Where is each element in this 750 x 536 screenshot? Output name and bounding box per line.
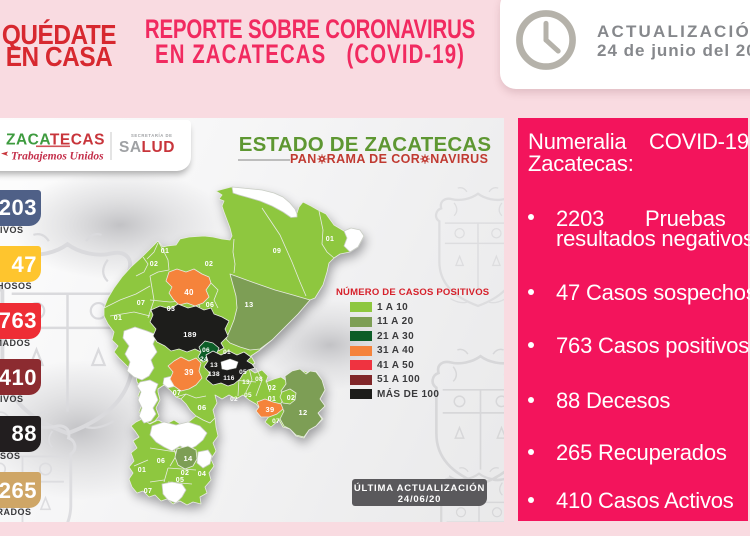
svg-text:07: 07 <box>173 390 181 397</box>
svg-text:14: 14 <box>184 454 193 463</box>
svg-text:39: 39 <box>266 405 275 414</box>
svg-text:06: 06 <box>202 347 210 354</box>
svg-text:39: 39 <box>184 368 194 377</box>
svg-text:ZACATECAS: ZACATECAS <box>6 132 105 149</box>
svg-text:SECRETARÍA DE: SECRETARÍA DE <box>131 133 173 138</box>
svg-text:24: 24 <box>200 356 208 363</box>
svg-text:13: 13 <box>242 379 250 386</box>
svg-text:02: 02 <box>205 261 213 268</box>
svg-text:08: 08 <box>255 376 263 383</box>
svg-text:07: 07 <box>272 418 280 425</box>
svg-text:13: 13 <box>210 362 218 369</box>
svg-text:02: 02 <box>268 385 276 392</box>
svg-text:01: 01 <box>326 236 334 243</box>
svg-text:Trabajemos Unidos: Trabajemos Unidos <box>11 151 104 163</box>
svg-text:09: 09 <box>273 248 281 255</box>
svg-text:116: 116 <box>223 375 234 382</box>
svg-text:06: 06 <box>206 302 214 309</box>
svg-text:06: 06 <box>157 458 165 465</box>
svg-text:05: 05 <box>176 477 184 484</box>
svg-text:04: 04 <box>198 471 206 478</box>
svg-text:12: 12 <box>299 408 308 417</box>
svg-text:02: 02 <box>230 396 238 403</box>
svg-text:SALUD: SALUD <box>119 139 175 156</box>
svg-text:138: 138 <box>208 371 220 378</box>
svg-text:189: 189 <box>183 330 196 339</box>
svg-text:07: 07 <box>144 488 152 495</box>
svg-text:01: 01 <box>268 396 276 403</box>
svg-text:05: 05 <box>239 369 247 376</box>
svg-text:02: 02 <box>150 261 158 268</box>
svg-text:13: 13 <box>245 300 254 309</box>
svg-text:02: 02 <box>181 470 189 477</box>
svg-text:01: 01 <box>223 349 231 356</box>
svg-text:01: 01 <box>138 467 146 474</box>
svg-text:06: 06 <box>198 403 207 412</box>
svg-text:03: 03 <box>167 306 175 313</box>
svg-text:02: 02 <box>287 395 295 402</box>
svg-text:40: 40 <box>184 288 194 297</box>
svg-text:01: 01 <box>114 315 122 322</box>
svg-text:07: 07 <box>137 300 145 307</box>
svg-text:01: 01 <box>161 248 169 255</box>
svg-text:05: 05 <box>244 392 252 399</box>
